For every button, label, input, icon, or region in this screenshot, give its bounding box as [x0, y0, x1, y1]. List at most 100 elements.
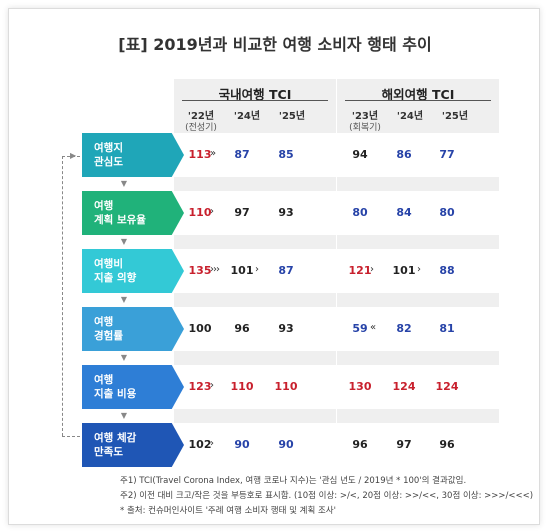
- overseas-value: 84: [396, 206, 412, 219]
- category-line-2: 만족도: [94, 446, 123, 458]
- overseas-value: 80: [352, 206, 368, 219]
- overseas-value: 101: [392, 264, 416, 277]
- down-arrow-icon: ▼: [120, 179, 128, 188]
- overseas-value: 59: [352, 322, 368, 335]
- note-source: * 출처: 컨슈머인사이트 '주례 여행 소비자 행태 및 계획 조사': [120, 506, 336, 516]
- domestic-header: 국내여행 TCI: [218, 87, 292, 102]
- overseas-value: 96: [352, 438, 368, 451]
- compare-arrow-icon: ›: [370, 264, 374, 275]
- domestic-value: 93: [278, 322, 294, 335]
- loop-line-bottom: [62, 436, 80, 437]
- domestic-value: 90: [278, 438, 294, 451]
- category-line-2: 관심도: [94, 156, 123, 168]
- page-title: [표] 2019년과 비교한 여행 소비자 행태 추이: [118, 35, 432, 54]
- category-line-1: 여행비: [94, 258, 123, 270]
- overseas-value: 96: [439, 438, 455, 451]
- overseas-value: 97: [396, 438, 412, 451]
- category-line-1: 여행: [94, 316, 114, 328]
- domestic-value: 85: [278, 148, 294, 161]
- overseas-row-band: [337, 133, 499, 177]
- overseas-row-band: [337, 307, 499, 351]
- overseas-value: 81: [439, 322, 455, 335]
- domestic-value: 110: [230, 380, 254, 393]
- overseas-value: 86: [396, 148, 412, 161]
- category-line-2: 경험률: [94, 330, 123, 342]
- domestic-value: 87: [234, 148, 250, 161]
- overseas-value: 124: [435, 380, 459, 393]
- domestic-row-band: [174, 133, 336, 177]
- overseas-row-band: [337, 191, 499, 235]
- compare-arrow-icon: ›: [210, 380, 214, 391]
- overseas-value: 124: [392, 380, 416, 393]
- domestic-value: 101: [230, 264, 254, 277]
- category-line-2: 계획 보유율: [94, 214, 146, 226]
- domestic-row-band: [174, 191, 336, 235]
- domestic-value: 96: [234, 322, 250, 335]
- overseas-value: 80: [439, 206, 455, 219]
- overseas-year-sub: (회복기): [349, 123, 381, 133]
- domestic-value: 87: [278, 264, 294, 277]
- domestic-value: 123: [188, 380, 212, 393]
- overseas-year-3: '25년: [441, 111, 469, 122]
- category-line-1: 여행: [94, 374, 114, 386]
- domestic-row-band: [174, 249, 336, 293]
- note-2: 주2) 이전 대비 크고/작은 것을 부등호로 표시함. (10점 이상: >/…: [120, 491, 534, 501]
- compare-arrow-icon: ›››: [210, 264, 220, 275]
- category-line-2: 지출 의향: [94, 272, 137, 284]
- loop-line-top: [62, 156, 80, 157]
- loop-line-vertical: [62, 156, 63, 436]
- domestic-year-3: '25년: [278, 111, 306, 122]
- domestic-value: 97: [234, 206, 250, 219]
- down-arrow-icon: ▼: [120, 237, 128, 246]
- category-line-1: 여행: [94, 200, 114, 212]
- domestic-row-band: [174, 423, 336, 467]
- category-line-1: 여행 체감: [94, 432, 137, 444]
- compare-arrow-icon: ›: [210, 438, 214, 449]
- compare-arrow-icon: «: [370, 322, 376, 333]
- overseas-value: 130: [348, 380, 372, 393]
- domestic-value: 93: [278, 206, 294, 219]
- domestic-value: 110: [274, 380, 298, 393]
- domestic-divider: [182, 100, 328, 101]
- compare-arrow-icon: »: [210, 148, 216, 159]
- overseas-year-1: '23년: [351, 111, 379, 122]
- compare-arrow-icon: ›: [255, 264, 259, 275]
- category-line-1: 여행지: [94, 142, 123, 154]
- loop-arrow-icon: ▶: [70, 151, 77, 160]
- overseas-header: 해외여행 TCI: [381, 87, 455, 102]
- compare-arrow-icon: ›: [417, 264, 421, 275]
- domestic-year-2: '24년: [233, 111, 261, 122]
- down-arrow-icon: ▼: [120, 411, 128, 420]
- overseas-row-band: [337, 249, 499, 293]
- category-line-2: 지출 비용: [94, 388, 137, 400]
- overseas-value: 77: [439, 148, 455, 161]
- domestic-value: 110: [188, 206, 212, 219]
- domestic-row-band: [174, 307, 336, 351]
- overseas-row-band: [337, 365, 499, 409]
- overseas-row-band: [337, 423, 499, 467]
- overseas-value: 121: [348, 264, 372, 277]
- domestic-value: 100: [188, 322, 212, 335]
- compare-arrow-icon: ›: [210, 206, 214, 217]
- domestic-year-sub: (전성기): [185, 123, 217, 133]
- down-arrow-icon: ▼: [120, 353, 128, 362]
- overseas-value: 94: [352, 148, 368, 161]
- domestic-value: 113: [188, 148, 212, 161]
- domestic-year-1: '22년: [187, 111, 215, 122]
- domestic-value: 102: [188, 438, 212, 451]
- domestic-row-band: [174, 365, 336, 409]
- note-1: 주1) TCI(Travel Corona Index, 여행 코로나 지수)는…: [120, 476, 467, 486]
- overseas-value: 82: [396, 322, 412, 335]
